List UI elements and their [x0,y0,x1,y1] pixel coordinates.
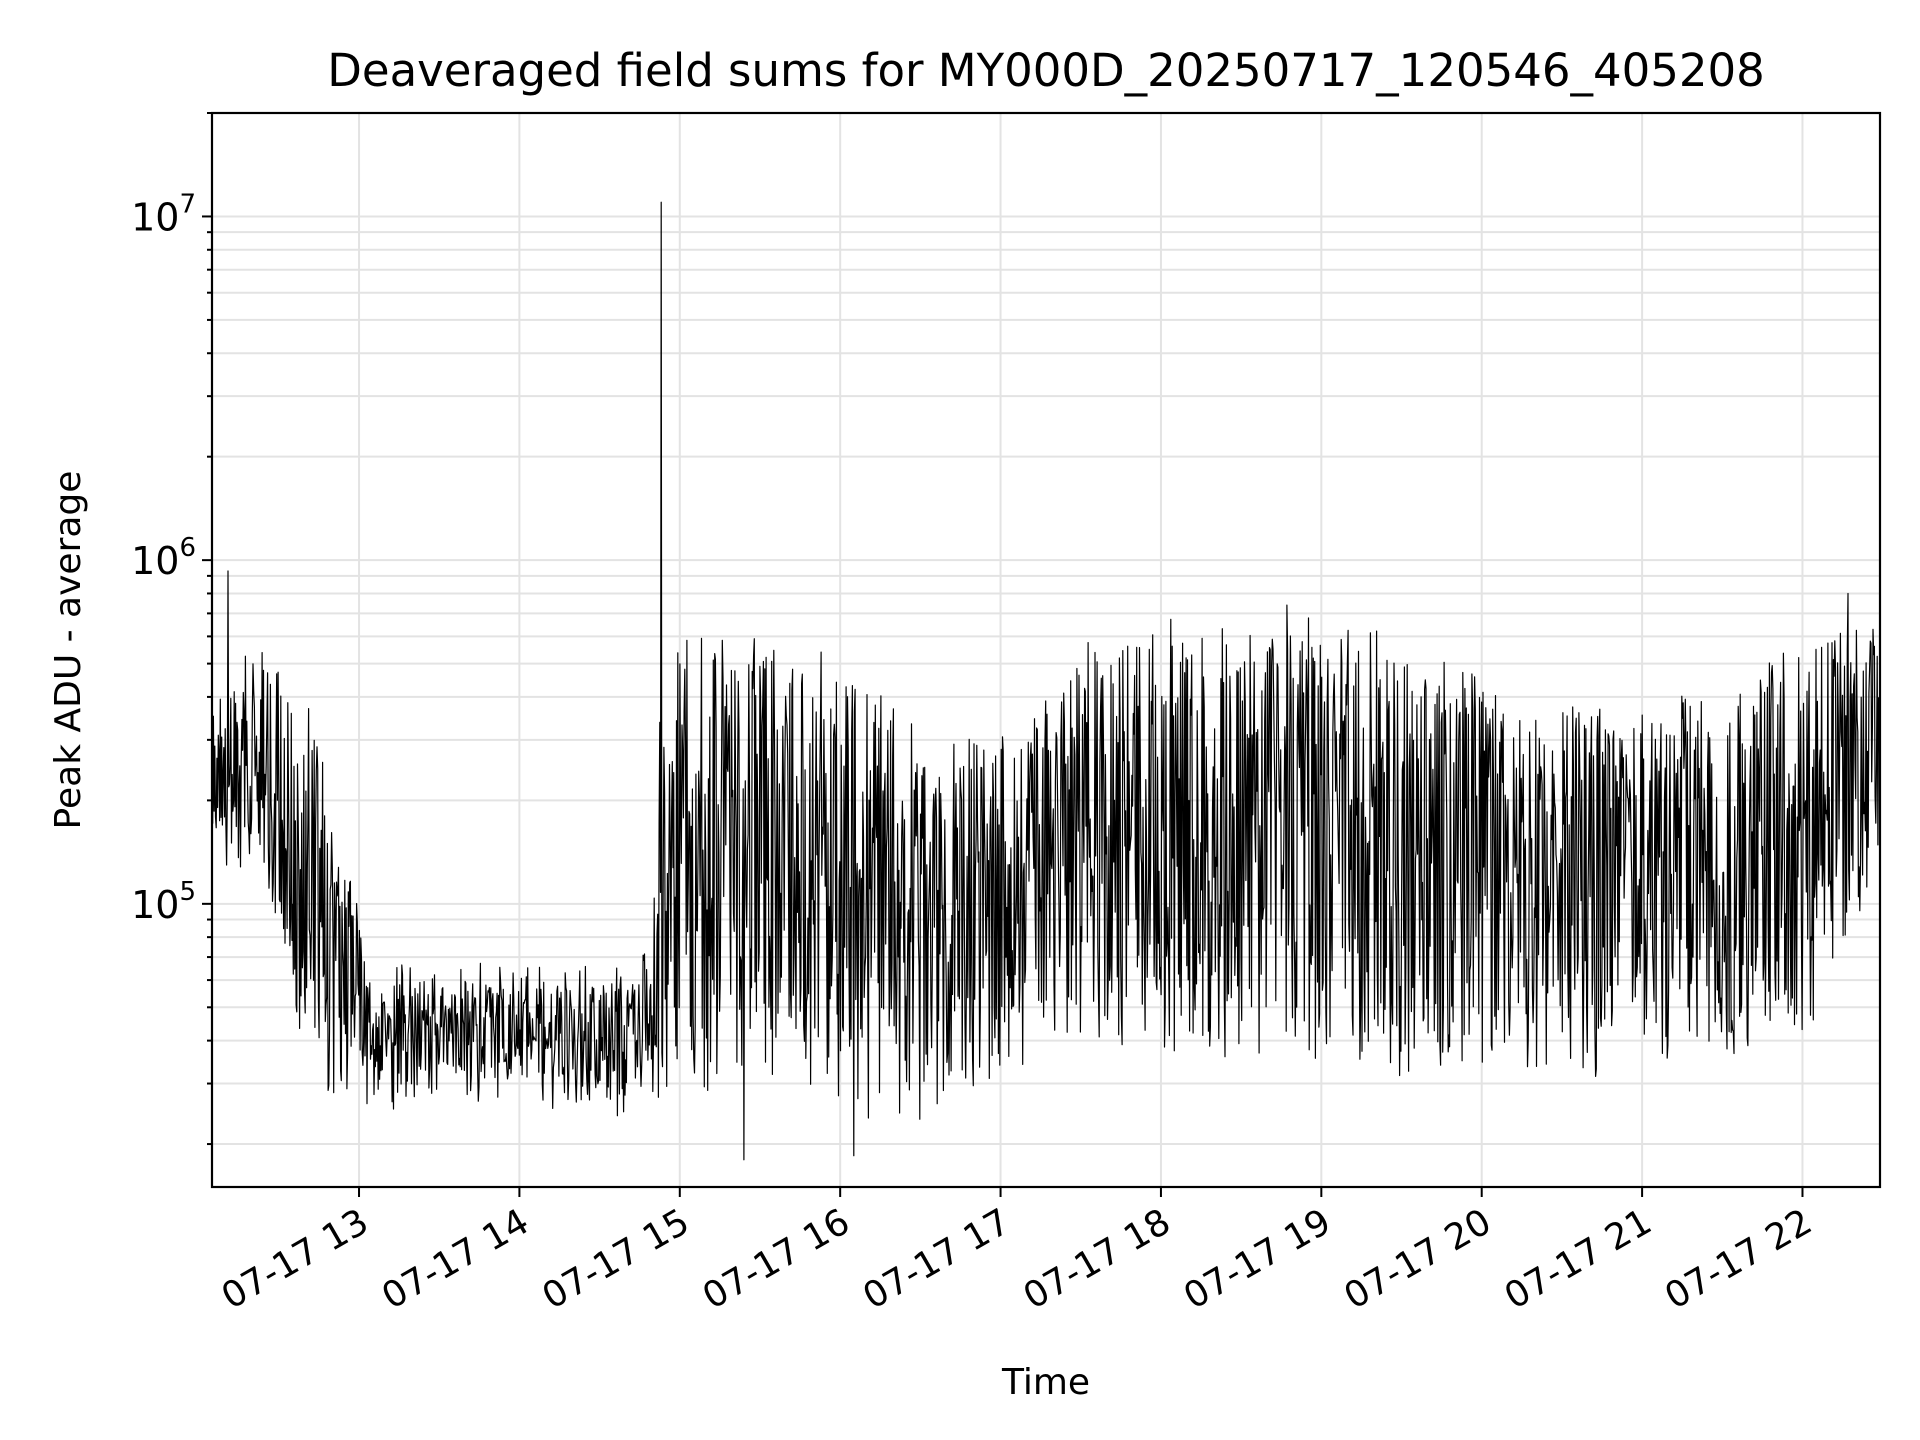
x-axis-label: Time [1001,1362,1090,1403]
series-line [211,201,1881,1161]
y-axis-label: Peak ADU - average [48,471,89,830]
y-tick-label: 107 [131,189,196,239]
y-tick-label: 106 [131,533,196,583]
plot-frame [210,111,1882,1189]
y-tick-label: 105 [131,877,196,927]
chart-title: Deaveraged field sums for MY000D_2025071… [327,44,1765,97]
series [211,201,1881,1161]
